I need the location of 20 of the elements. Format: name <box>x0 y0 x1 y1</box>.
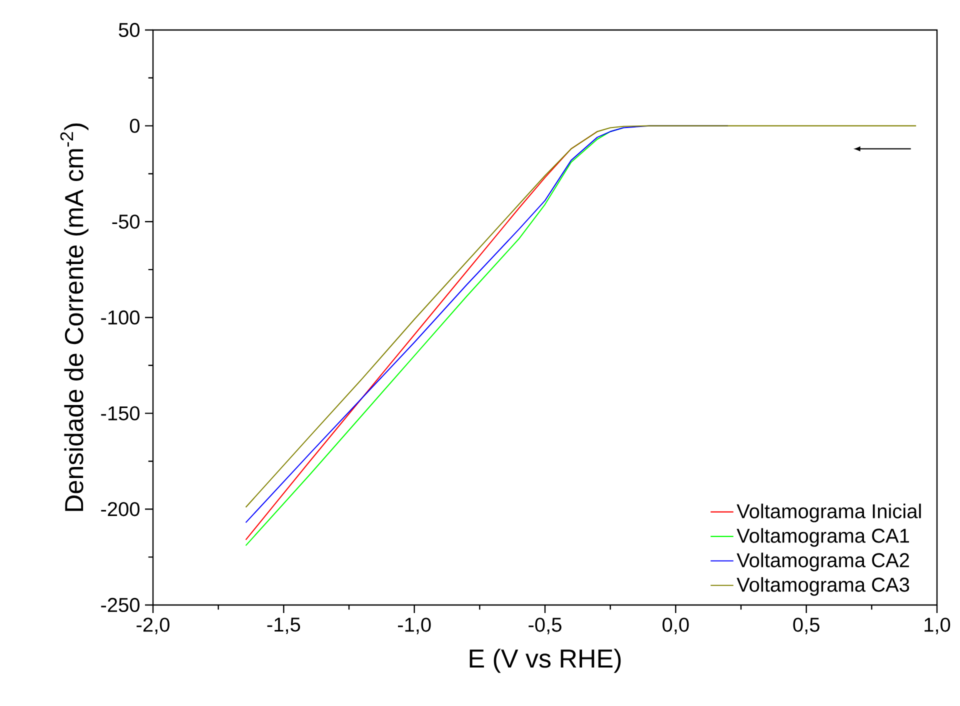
y-tick-label: -250 <box>101 598 140 612</box>
legend-label: Voltamograma Inicial <box>736 504 921 522</box>
x-axis-title: E (V vs RHE) <box>470 648 621 673</box>
y-tick-label: 0 <box>130 118 140 133</box>
x-tick-label: -1,5 <box>267 618 300 634</box>
x-tick-label: -2,0 <box>136 618 170 634</box>
y-tick-label: -150 <box>101 406 140 420</box>
x-tick-label: 0,0 <box>662 618 689 634</box>
y-tick-label: -100 <box>101 310 140 325</box>
x-tick-label: 1,0 <box>924 618 950 634</box>
y-axis-title: Densidade de Corrente (mA cm$^{-2}$) <box>60 124 88 511</box>
legend-label: Voltamograma CA3 <box>736 577 910 596</box>
legend-label: Voltamograma CA2 <box>736 552 909 572</box>
x-tick-label: -1,0 <box>398 618 431 634</box>
x-tick-label: -0,5 <box>528 618 562 634</box>
legend-label: Voltamograma CA1 <box>736 528 909 547</box>
y-tick-label: 50 <box>118 22 140 38</box>
y-tick-label: -50 <box>112 214 140 229</box>
y-tick-label: -200 <box>101 502 140 516</box>
x-tick-label: 0,5 <box>793 618 820 634</box>
